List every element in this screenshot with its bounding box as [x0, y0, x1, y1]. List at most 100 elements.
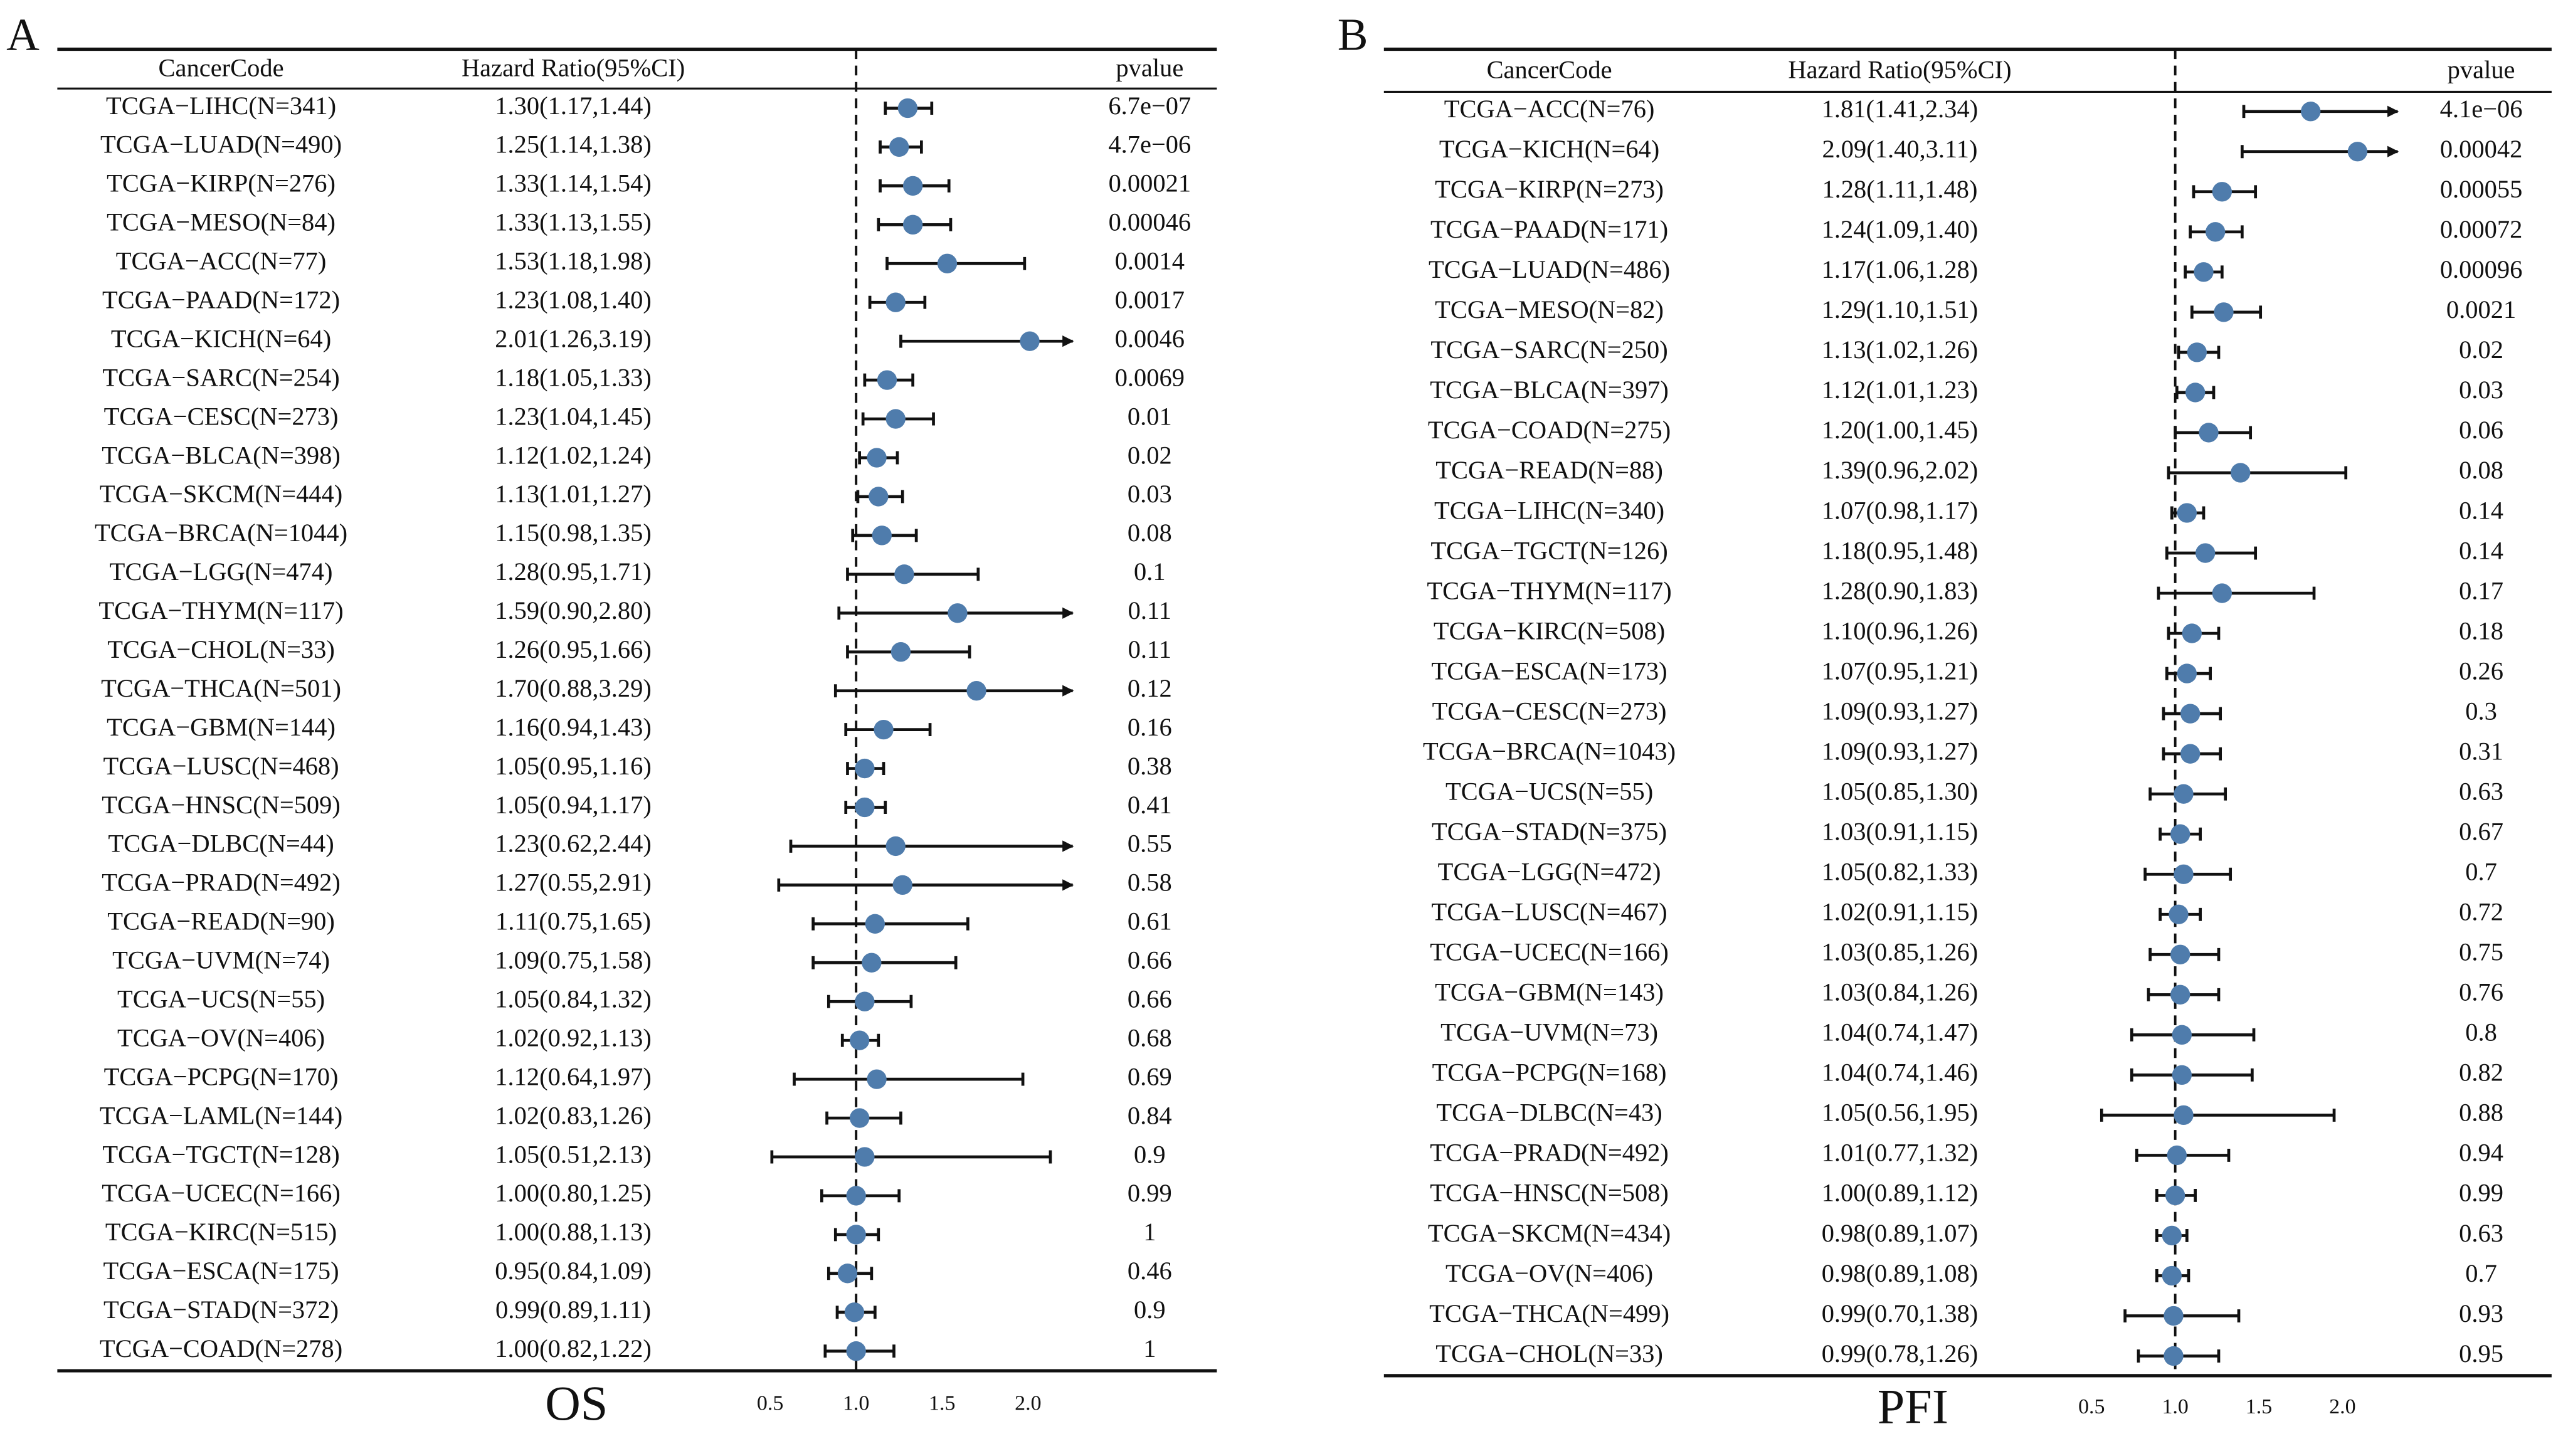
p-value: 0.58	[1128, 868, 1172, 897]
hazard-point	[865, 914, 885, 934]
hazard-ratio: 1.03(0.85,1.26)	[1822, 938, 1979, 966]
cancer-code: TCGA−LIHC(N=341)	[106, 92, 336, 120]
hazard-ratio: 1.25(1.14,1.38)	[495, 130, 652, 159]
hazard-point	[872, 525, 892, 546]
hazard-point	[855, 991, 875, 1011]
panel-label: A	[6, 9, 40, 60]
cancer-code: TCGA−COAD(N=278)	[100, 1334, 342, 1363]
hazard-point	[867, 1069, 887, 1089]
p-value: 0.1	[1134, 557, 1166, 586]
hazard-point	[2212, 583, 2232, 603]
p-value: 0.03	[1128, 480, 1172, 508]
cancer-code: TCGA−OV(N=406)	[117, 1023, 325, 1052]
axis-title: OS	[545, 1376, 608, 1430]
hazard-point	[902, 214, 923, 235]
hazard-ratio: 0.99(0.89,1.11)	[495, 1295, 651, 1324]
p-value: 0.72	[2459, 898, 2503, 926]
p-value: 0.11	[1128, 596, 1171, 625]
p-value: 0.0046	[1115, 324, 1185, 352]
hazard-ratio: 1.00(0.89,1.12)	[1822, 1179, 1979, 1207]
hazard-ratio: 1.26(0.95,1.66)	[495, 635, 652, 663]
cancer-code: TCGA−THCA(N=499)	[1429, 1299, 1669, 1327]
cancer-code: TCGA−CHOL(N=33)	[107, 635, 335, 663]
hazard-point	[890, 642, 911, 662]
cancer-code: TCGA−LUSC(N=467)	[1432, 898, 1667, 926]
hazard-point	[2180, 744, 2201, 764]
hazard-point	[892, 875, 912, 895]
hazard-point	[2199, 423, 2219, 443]
p-value: 0.41	[1128, 791, 1172, 819]
confidence-interval	[2157, 586, 2316, 600]
hazard-point	[1020, 331, 1040, 351]
cancer-code: TCGA−HNSC(N=508)	[1430, 1179, 1669, 1207]
cancer-code: TCGA−MESO(N=82)	[1435, 295, 1664, 324]
p-value: 0.68	[1128, 1023, 1172, 1052]
cancer-code: TCGA−KIRP(N=276)	[107, 169, 336, 198]
hazard-ratio: 1.23(1.04,1.45)	[495, 402, 652, 430]
hazard-ratio: 1.05(0.95,1.16)	[495, 752, 652, 780]
confidence-interval	[2100, 1108, 2336, 1122]
hazard-point	[885, 836, 906, 857]
hazard-ratio: 1.00(0.88,1.13)	[495, 1218, 652, 1246]
hazard-ratio: 1.20(1.00,1.45)	[1822, 416, 1979, 444]
cancer-code: TCGA−BRCA(N=1043)	[1423, 737, 1676, 765]
hazard-point	[894, 564, 914, 584]
hazard-point	[846, 1225, 866, 1245]
p-value: 0.00096	[2440, 255, 2523, 283]
cancer-code: TCGA−SARC(N=254)	[102, 363, 339, 391]
p-value: 0.93	[2459, 1299, 2503, 1327]
hazard-point	[2164, 1306, 2184, 1326]
p-value: 0.03	[2459, 376, 2503, 404]
cancer-code: TCGA−READ(N=90)	[107, 907, 335, 936]
hazard-point	[2174, 784, 2194, 804]
p-value: 0.99	[1128, 1179, 1172, 1207]
hazard-point	[2170, 984, 2190, 1005]
hazard-point	[2174, 864, 2194, 884]
hazard-point	[2347, 142, 2368, 162]
column-header: CancerCode	[159, 54, 284, 82]
x-tick-label: 1.5	[929, 1392, 955, 1415]
hazard-point	[862, 952, 882, 973]
hazard-ratio: 1.05(0.85,1.30)	[1822, 777, 1979, 805]
p-value: 0.0014	[1115, 247, 1185, 275]
hazard-ratio: 1.09(0.93,1.27)	[1822, 737, 1979, 765]
p-value: 0.63	[2459, 1219, 2503, 1247]
hazard-point	[2170, 824, 2190, 844]
hazard-ratio: 1.12(0.64,1.97)	[495, 1062, 652, 1090]
p-value: 0.01	[1128, 402, 1172, 430]
hazard-point	[2180, 704, 2201, 724]
x-tick-label: 0.5	[757, 1392, 783, 1415]
hazard-ratio: 1.24(1.09,1.40)	[1822, 215, 1979, 243]
cancer-code: TCGA−STAD(N=372)	[103, 1295, 339, 1324]
cancer-code: TCGA−DLBC(N=44)	[108, 830, 334, 858]
column-header: Hazard Ratio(95%CI)	[1788, 55, 2011, 83]
hazard-ratio: 1.28(1.11,1.48)	[1822, 175, 1977, 203]
hazard-point	[869, 487, 889, 507]
hazard-ratio: 1.18(0.95,1.48)	[1822, 536, 1979, 564]
cancer-code: TCGA−UVM(N=73)	[1440, 1018, 1658, 1047]
hazard-point	[2182, 623, 2202, 643]
cancer-code: TCGA−PAAD(N=172)	[102, 286, 340, 314]
hazard-point	[937, 253, 958, 273]
cancer-code: TCGA−DLBC(N=43)	[1436, 1099, 1662, 1127]
hazard-ratio: 1.02(0.91,1.15)	[1822, 898, 1979, 926]
hazard-ratio: 1.04(0.74,1.46)	[1822, 1058, 1979, 1087]
hazard-ratio: 1.03(0.84,1.26)	[1822, 978, 1979, 1006]
confidence-interval	[770, 1150, 1052, 1164]
hazard-point	[2177, 503, 2197, 523]
cancer-code: TCGA−OV(N=406)	[1445, 1259, 1653, 1287]
panel-label: B	[1338, 9, 1368, 60]
hazard-ratio: 0.99(0.78,1.26)	[1822, 1339, 1979, 1368]
p-value: 0.0069	[1115, 363, 1185, 391]
confidence-interval	[833, 684, 1072, 697]
hazard-ratio: 1.18(1.05,1.33)	[495, 363, 652, 391]
hazard-point	[2164, 1346, 2184, 1366]
confidence-interval	[811, 956, 958, 969]
hazard-ratio: 1.29(1.10,1.51)	[1822, 295, 1979, 324]
hazard-point	[855, 1147, 875, 1167]
hazard-ratio: 1.28(0.90,1.83)	[1822, 576, 1979, 604]
hazard-ratio: 1.30(1.17,1.44)	[495, 92, 652, 120]
p-value: 0.61	[1128, 907, 1172, 936]
hazard-ratio: 1.81(1.41,2.34)	[1822, 95, 1979, 123]
confidence-interval	[2130, 1068, 2254, 1082]
